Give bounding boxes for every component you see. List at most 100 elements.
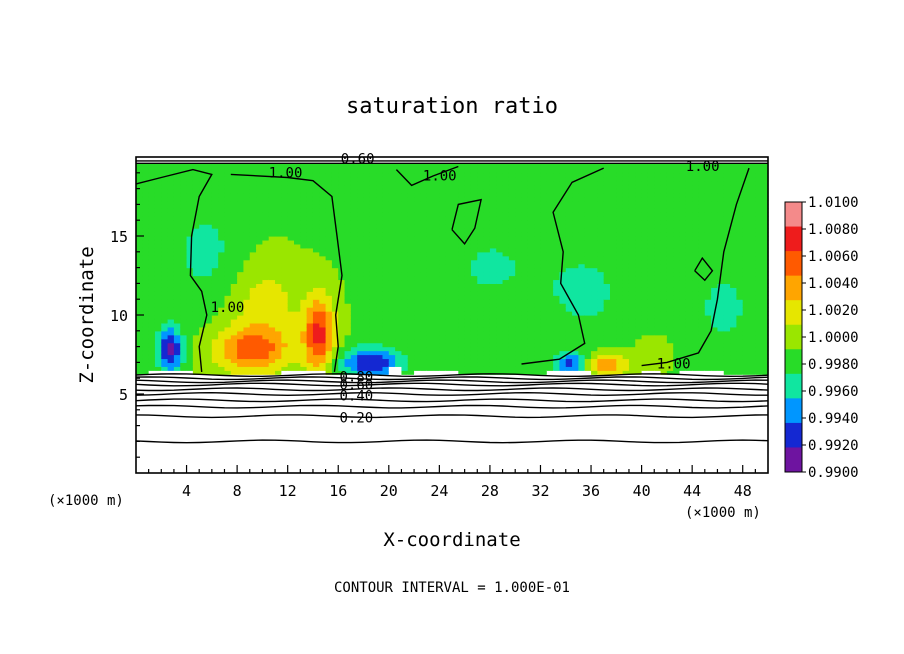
field-cell xyxy=(395,232,403,237)
field-cell xyxy=(319,184,327,190)
field-cell xyxy=(173,449,181,454)
field-cell xyxy=(287,315,295,320)
field-cell xyxy=(243,255,251,261)
field-cell xyxy=(167,204,175,209)
field-cell xyxy=(167,437,175,442)
field-cell xyxy=(508,259,516,265)
field-cell xyxy=(470,299,478,304)
field-cell xyxy=(483,184,491,190)
field-cell xyxy=(262,275,270,281)
field-cell xyxy=(395,295,403,300)
field-cell xyxy=(281,172,289,178)
field-cell xyxy=(268,449,276,454)
field-cell xyxy=(306,291,314,296)
field-cell xyxy=(508,405,516,411)
field-cell xyxy=(508,275,516,281)
field-cell xyxy=(281,366,289,371)
field-cell xyxy=(319,421,327,427)
field-cell xyxy=(243,465,251,470)
field-cell xyxy=(275,409,282,415)
field-cell xyxy=(154,346,162,352)
field-cell xyxy=(477,220,485,225)
field-cell xyxy=(382,370,390,375)
field-cell xyxy=(369,271,377,277)
field-cell xyxy=(148,405,156,411)
field-cell xyxy=(230,315,238,320)
field-cell xyxy=(325,176,333,182)
field-cell xyxy=(256,469,263,474)
field-cell xyxy=(325,287,333,292)
field-cell xyxy=(136,251,143,257)
field-cell xyxy=(521,394,529,399)
field-cell xyxy=(211,433,219,439)
field-cell xyxy=(464,299,472,304)
field-cell xyxy=(186,188,194,194)
field-cell xyxy=(344,401,352,407)
field-cell xyxy=(445,228,453,233)
field-cell xyxy=(281,311,289,316)
field-cell xyxy=(243,338,251,344)
field-cell xyxy=(458,184,466,190)
field-cell xyxy=(433,188,440,194)
field-cell xyxy=(211,188,219,194)
field-cell xyxy=(275,275,282,281)
field-cell xyxy=(218,243,226,249)
field-cell xyxy=(148,461,156,466)
field-cell xyxy=(420,350,428,356)
field-cell xyxy=(136,303,143,308)
field-cell xyxy=(306,251,314,257)
field-cell xyxy=(344,382,352,387)
field-cell xyxy=(344,429,352,435)
field-cell xyxy=(426,342,434,348)
field-cell xyxy=(414,243,421,249)
field-cell xyxy=(433,168,440,174)
field-cell xyxy=(173,236,181,241)
field-cell xyxy=(300,437,308,442)
field-cell xyxy=(452,168,459,174)
field-cell xyxy=(287,243,295,249)
field-cell xyxy=(458,271,466,277)
field-cell xyxy=(521,326,529,332)
field-cell xyxy=(470,465,478,470)
field-cell xyxy=(331,370,339,375)
field-cell xyxy=(401,196,409,202)
field-cell xyxy=(470,164,478,170)
field-cell xyxy=(515,318,523,324)
field-cell xyxy=(452,409,459,415)
field-cell xyxy=(281,196,289,202)
field-cell xyxy=(224,421,232,427)
field-cell xyxy=(338,378,346,383)
field-cell xyxy=(502,291,510,296)
field-cell xyxy=(521,295,529,300)
field-cell xyxy=(426,299,434,304)
field-cell xyxy=(268,417,276,423)
field-cell xyxy=(357,291,365,296)
field-cell xyxy=(439,267,447,273)
field-cell xyxy=(256,196,263,202)
field-cell xyxy=(205,299,213,304)
field-cell xyxy=(306,283,314,288)
field-cell xyxy=(452,461,459,466)
field-cell xyxy=(483,409,491,415)
field-cell xyxy=(287,469,295,474)
field-cell xyxy=(306,390,314,395)
field-cell xyxy=(382,445,390,450)
field-cell xyxy=(395,445,403,450)
field-cell xyxy=(154,204,162,209)
field-cell xyxy=(357,224,365,229)
field-cell xyxy=(325,429,333,435)
field-cell xyxy=(496,251,504,257)
field-cell xyxy=(445,461,453,466)
field-cell xyxy=(388,330,396,336)
field-cell xyxy=(369,338,377,344)
field-cell xyxy=(167,188,175,194)
field-cell xyxy=(439,315,447,320)
field-cell xyxy=(433,299,440,304)
field-cell xyxy=(452,354,459,360)
field-cell xyxy=(192,401,200,407)
field-cell xyxy=(300,291,308,296)
field-cell xyxy=(433,307,440,312)
field-cell xyxy=(237,291,245,296)
field-cell xyxy=(148,172,156,178)
field-cell xyxy=(363,425,371,431)
